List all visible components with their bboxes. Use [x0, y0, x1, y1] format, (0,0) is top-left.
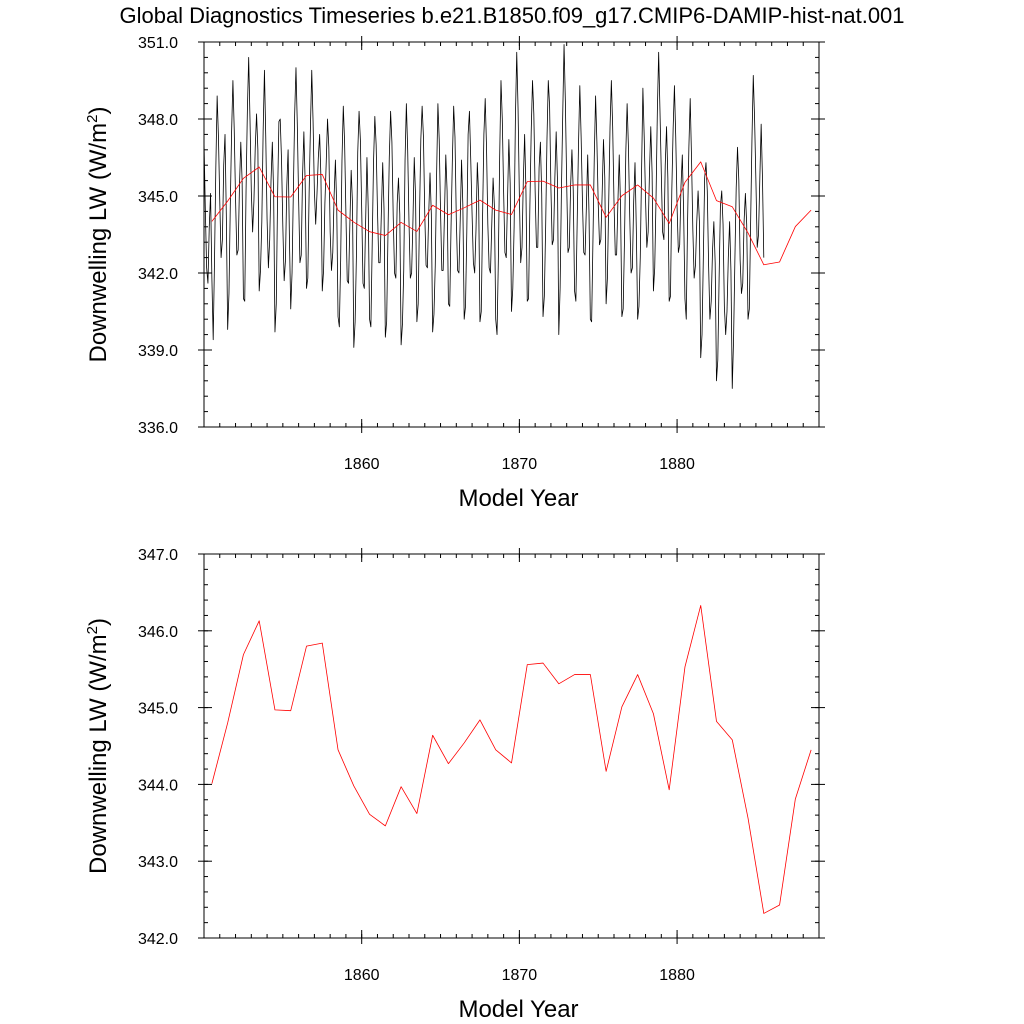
- x-tick-label: 1870: [502, 456, 538, 473]
- plot-frame: [203, 41, 820, 428]
- y-tick-label: 346.0: [138, 624, 178, 641]
- y-axis-title-superscript: 2: [84, 115, 101, 123]
- y-tick-label: 351.0: [138, 35, 178, 52]
- x-tick-label: 1860: [344, 456, 380, 473]
- y-axis-title-main: Downwelling LW (W/m: [85, 634, 112, 874]
- y-tick-label: 343.0: [138, 854, 178, 871]
- x-tick-label: 1880: [659, 456, 695, 473]
- x-axis-title: Model Year: [458, 485, 578, 512]
- y-tick-label: 342.0: [138, 266, 178, 283]
- x-tick-label: 1860: [344, 967, 380, 984]
- y-axis-title: Downwelling LW (W/m2): [84, 107, 112, 363]
- figure-title: Global Diagnostics Timeseries b.e21.B185…: [119, 3, 904, 28]
- y-axis-title-main: Downwelling LW (W/m: [85, 123, 112, 363]
- x-axis-title: Model Year: [458, 996, 578, 1023]
- y-tick-label: 345.0: [138, 701, 178, 718]
- y-axis-title: Downwelling LW (W/m2): [84, 618, 112, 874]
- y-tick-label: 342.0: [138, 931, 178, 948]
- y-tick-label: 339.0: [138, 343, 178, 360]
- y-tick-label: 347.0: [138, 547, 178, 564]
- x-tick-label: 1870: [502, 967, 538, 984]
- x-tick-label: 1880: [659, 967, 695, 984]
- y-axis-title-close: ): [85, 107, 112, 115]
- y-tick-label: 345.0: [138, 189, 178, 206]
- bottom-panel-annual-mean: 1860 1870 1880 342.0 343.0 344.0 345.0 346.0 347…: [84, 547, 825, 1023]
- y-tick-label: 336.0: [138, 420, 178, 437]
- top-panel-timeseries: 1860 1870 1880 336.0 339.0 342.0 345.0 348.0 351…: [84, 35, 825, 512]
- y-tick-label: 344.0: [138, 777, 178, 794]
- series-line-annual-mean: [211, 161, 812, 266]
- series-line-monthly: [204, 44, 765, 389]
- y-axis-title-close: ): [85, 618, 112, 626]
- plot-frame: [203, 553, 820, 939]
- y-axis-title-superscript: 2: [84, 626, 101, 634]
- series-line-annual-mean: [211, 605, 812, 914]
- y-tick-label: 348.0: [138, 112, 178, 129]
